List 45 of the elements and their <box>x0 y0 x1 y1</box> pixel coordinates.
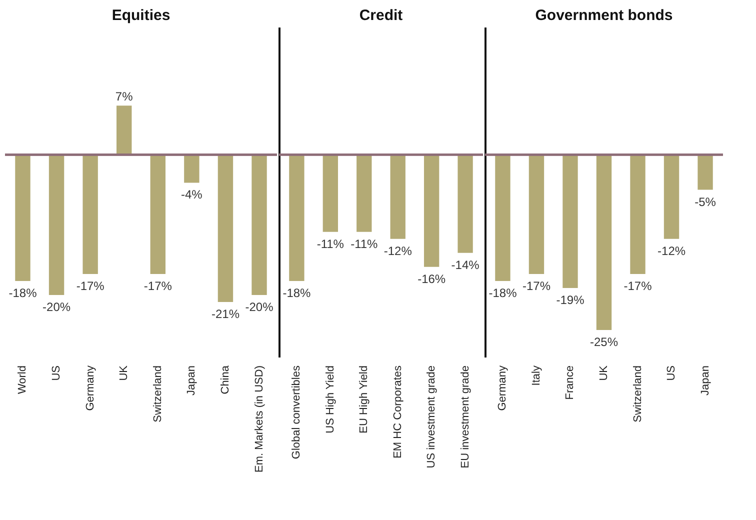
x-tick-label: Switzerland <box>152 366 164 422</box>
data-label: -14% <box>451 258 480 272</box>
x-tick-label: France <box>564 366 576 400</box>
data-label: -21% <box>211 307 240 321</box>
x-tick-label: Global convertibles <box>290 365 303 460</box>
chart-title: Equities <box>112 7 170 24</box>
x-tick-label: EM HC Corporates <box>392 365 404 458</box>
x-tick-label: US <box>50 366 63 381</box>
data-label: -18% <box>488 286 518 300</box>
x-tick-label: US investment grade <box>426 366 438 468</box>
data-label: -17% <box>76 278 105 293</box>
data-label: -11% <box>316 236 344 251</box>
data-label: -17% <box>522 278 551 293</box>
x-tick-label: World <box>16 366 29 394</box>
x-tick-label: Germany <box>84 365 96 411</box>
x-tick-label: EU High Yield <box>358 366 370 434</box>
data-label: -20% <box>42 300 71 314</box>
data-label: -19% <box>556 292 585 307</box>
data-label: -11% <box>350 236 378 251</box>
x-tick-label: Japan <box>186 366 198 396</box>
x-tick-label: China <box>219 364 232 394</box>
x-tick-label: Italy <box>530 365 542 386</box>
data-label: -20% <box>245 300 274 314</box>
x-tick-label: US High Yield <box>324 366 336 434</box>
chart-title: Government bonds <box>535 7 673 24</box>
x-tick-label: UK <box>598 364 610 381</box>
data-label: -17% <box>624 278 652 293</box>
data-label: 7% <box>115 90 134 104</box>
x-tick-label: US <box>666 366 678 381</box>
data-label: -25% <box>590 335 618 350</box>
data-label: -16% <box>418 272 446 286</box>
x-tick-label: Japan <box>699 366 712 396</box>
data-label: -17% <box>144 278 172 293</box>
x-tick-label: Germany <box>496 365 509 411</box>
x-tick-label: Em. Markets (in USD) <box>253 366 266 472</box>
x-tick-label: Switzerland <box>632 366 644 422</box>
x-tick-label: UK <box>118 364 130 381</box>
data-label: -18% <box>282 286 312 300</box>
data-label: -12% <box>658 244 686 258</box>
data-label: -5% <box>694 194 716 209</box>
chart-title: Credit <box>359 7 403 24</box>
data-label: -18% <box>8 286 38 300</box>
data-label: -12% <box>384 244 412 258</box>
x-tick-label: EU investment grade <box>459 366 472 468</box>
data-label: -4% <box>181 188 203 202</box>
